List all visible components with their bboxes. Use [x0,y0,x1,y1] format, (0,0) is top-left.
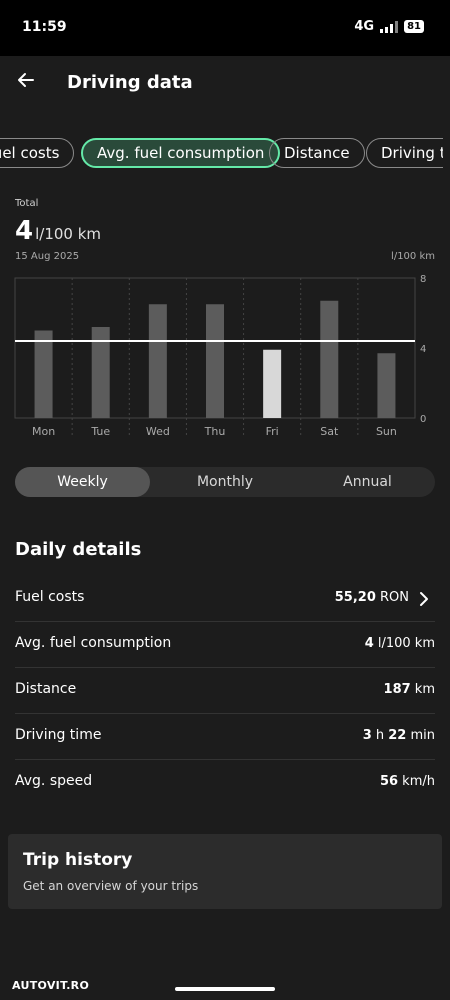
metric-chips: Fuel costs Avg. fuel consumption Distanc… [0,138,443,168]
bar-mon[interactable] [34,330,53,419]
x-tick-label: Sun [376,425,397,438]
detail-row-distance: Distance 187 km [15,668,435,714]
page-title: Driving data [67,72,193,93]
x-tick-label: Thu [204,425,226,438]
value-number: 56 [379,774,399,789]
network-type: 4G [354,19,375,34]
value-number: 4 [364,636,374,651]
value-unit: h [371,728,389,743]
detail-label: Driving time [15,727,102,743]
chip-fuel-costs[interactable]: Fuel costs [0,138,75,168]
y-axis-unit: l/100 km [391,251,435,262]
detail-row-fuel-costs[interactable]: Fuel costs 55,20 RON [15,576,435,622]
detail-label: Distance [15,681,77,697]
trip-history-subtitle: Get an overview of your trips [23,879,199,893]
segment-monthly[interactable]: Monthly [196,474,254,490]
value-number: 55,20 [334,590,376,605]
x-tick-label: Tue [90,425,110,438]
x-tick-label: Wed [146,425,170,438]
bar-fri[interactable] [263,349,282,418]
segment-annual[interactable]: Annual [343,474,392,490]
y-tick-label: 4 [420,344,426,355]
detail-label: Fuel costs [15,589,85,605]
x-tick-label: Mon [32,425,55,438]
value-unit: l/100 km [373,636,435,651]
status-icons: 4G 81 [354,19,424,34]
status-time: 11:59 [22,19,67,35]
y-tick-label: 0 [420,414,426,425]
x-tick-label: Fri [266,425,279,438]
status-bar: 11:59 4G 81 [0,0,450,56]
detail-value: 3 h 22 min [363,728,435,743]
detail-value: 187 km [384,682,435,697]
chevron-right-icon [420,592,428,606]
daily-details-title: Daily details [15,539,142,560]
watermark-logo: AUTOVIT.RO [12,979,90,992]
home-indicator [175,987,275,991]
value-number: 187 [383,682,411,697]
chip-driving-time[interactable]: Driving time [366,138,443,168]
signal-icon [380,20,399,33]
bar-chart[interactable]: 8 4 0 Mon Tue Wed Thu Fri Sat Sun [0,270,450,445]
total-number: 4 [15,216,34,246]
battery-icon: 81 [404,20,424,33]
total-unit: l/100 km [35,225,102,243]
segment-weekly[interactable]: Weekly [15,467,150,497]
chip-distance[interactable]: Distance [269,138,365,168]
detail-row-driving-time: Driving time 3 h 22 min [15,714,435,760]
bar-wed[interactable] [148,304,167,418]
trip-history-card[interactable]: Trip history Get an overview of your tri… [8,834,442,909]
detail-label: Avg. fuel consumption [15,635,172,651]
value-unit: RON [375,590,409,605]
detail-value: 4 l/100 km [365,636,435,651]
trip-history-title: Trip history [23,850,133,870]
date-label: 15 Aug 2025 [15,251,80,262]
back-button[interactable] [14,68,38,92]
bar-sun[interactable] [377,353,396,418]
x-tick-label: Sat [320,425,339,438]
detail-value: 55,20 RON [335,590,409,605]
detail-label: Avg. speed [15,773,93,789]
value-minutes: 22 [388,728,407,743]
chip-avg-fuel-consumption[interactable]: Avg. fuel consumption [81,138,281,168]
y-tick-label: 8 [420,274,426,285]
arrow-left-icon [18,73,34,87]
bar-tue[interactable] [91,327,110,418]
detail-row-avg-speed: Avg. speed 56 km/h [15,760,435,806]
detail-row-avg-fuel-consumption: Avg. fuel consumption 4 l/100 km [15,622,435,668]
total-value: 4 l/100 km [15,216,101,246]
value-hours: 3 [362,728,372,743]
total-label: Total [15,198,39,209]
period-selector: Weekly Monthly Annual [15,467,435,497]
header: Driving data [0,56,450,112]
value-unit: km [410,682,435,697]
value-unit: km/h [398,774,435,789]
detail-value: 56 km/h [380,774,435,789]
value-unit: min [406,728,435,743]
bar-thu[interactable] [206,304,224,418]
bar-sat[interactable] [320,300,339,418]
